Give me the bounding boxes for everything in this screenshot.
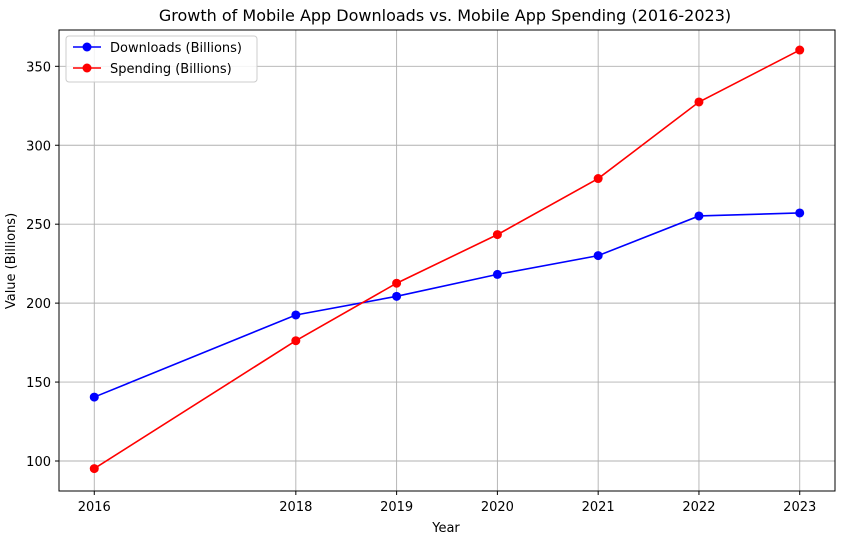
- plot-area-frame: [58, 29, 836, 492]
- data-point-downloads: [291, 310, 301, 320]
- data-point-downloads: [89, 392, 99, 402]
- y-tick-label: 350: [26, 60, 51, 75]
- legend-marker-downloads: [82, 42, 92, 52]
- chart-title: Growth of Mobile App Downloads vs. Mobil…: [159, 6, 731, 25]
- data-point-spending: [593, 174, 603, 184]
- data-point-spending: [492, 230, 502, 240]
- x-tick-label: 2023: [783, 500, 816, 515]
- y-tick-label: 200: [26, 297, 51, 312]
- data-point-spending: [694, 97, 704, 107]
- legend-marker-spending: [82, 63, 92, 73]
- x-tick-label: 2018: [279, 500, 312, 515]
- data-point-downloads: [694, 211, 704, 221]
- data-point-spending: [291, 336, 301, 346]
- x-tick-label: 2022: [682, 500, 715, 515]
- x-axis-label: Year: [431, 521, 460, 536]
- x-tick-label: 2016: [78, 500, 111, 515]
- y-tick-label: 250: [26, 218, 51, 233]
- y-tick-label: 300: [26, 139, 51, 154]
- data-series: [89, 45, 805, 474]
- data-point-spending: [795, 45, 805, 55]
- data-point-spending: [89, 464, 99, 474]
- y-axis-label: Value (Billions): [4, 213, 19, 309]
- legend-label-downloads: Downloads (Billions): [110, 41, 242, 56]
- data-point-downloads: [593, 251, 603, 261]
- legend: Downloads (Billions) Spending (Billions): [65, 35, 258, 83]
- legend-box: [65, 35, 258, 83]
- y-tick-label: 100: [26, 455, 51, 470]
- data-point-downloads: [392, 291, 402, 301]
- data-point-downloads: [795, 208, 805, 218]
- x-tick-label: 2019: [380, 500, 413, 515]
- y-tick-label: 150: [26, 376, 51, 391]
- x-tick-label: 2020: [481, 500, 514, 515]
- x-tick-label: 2021: [582, 500, 615, 515]
- data-point-downloads: [492, 269, 502, 279]
- axis-ticks: 2016 2018 2019 2020 2021 2022 2023 100 150 200 250…: [26, 60, 816, 515]
- legend-label-spending: Spending (Billions): [110, 62, 232, 77]
- data-point-spending: [392, 278, 402, 288]
- grid-lines: [59, 30, 835, 491]
